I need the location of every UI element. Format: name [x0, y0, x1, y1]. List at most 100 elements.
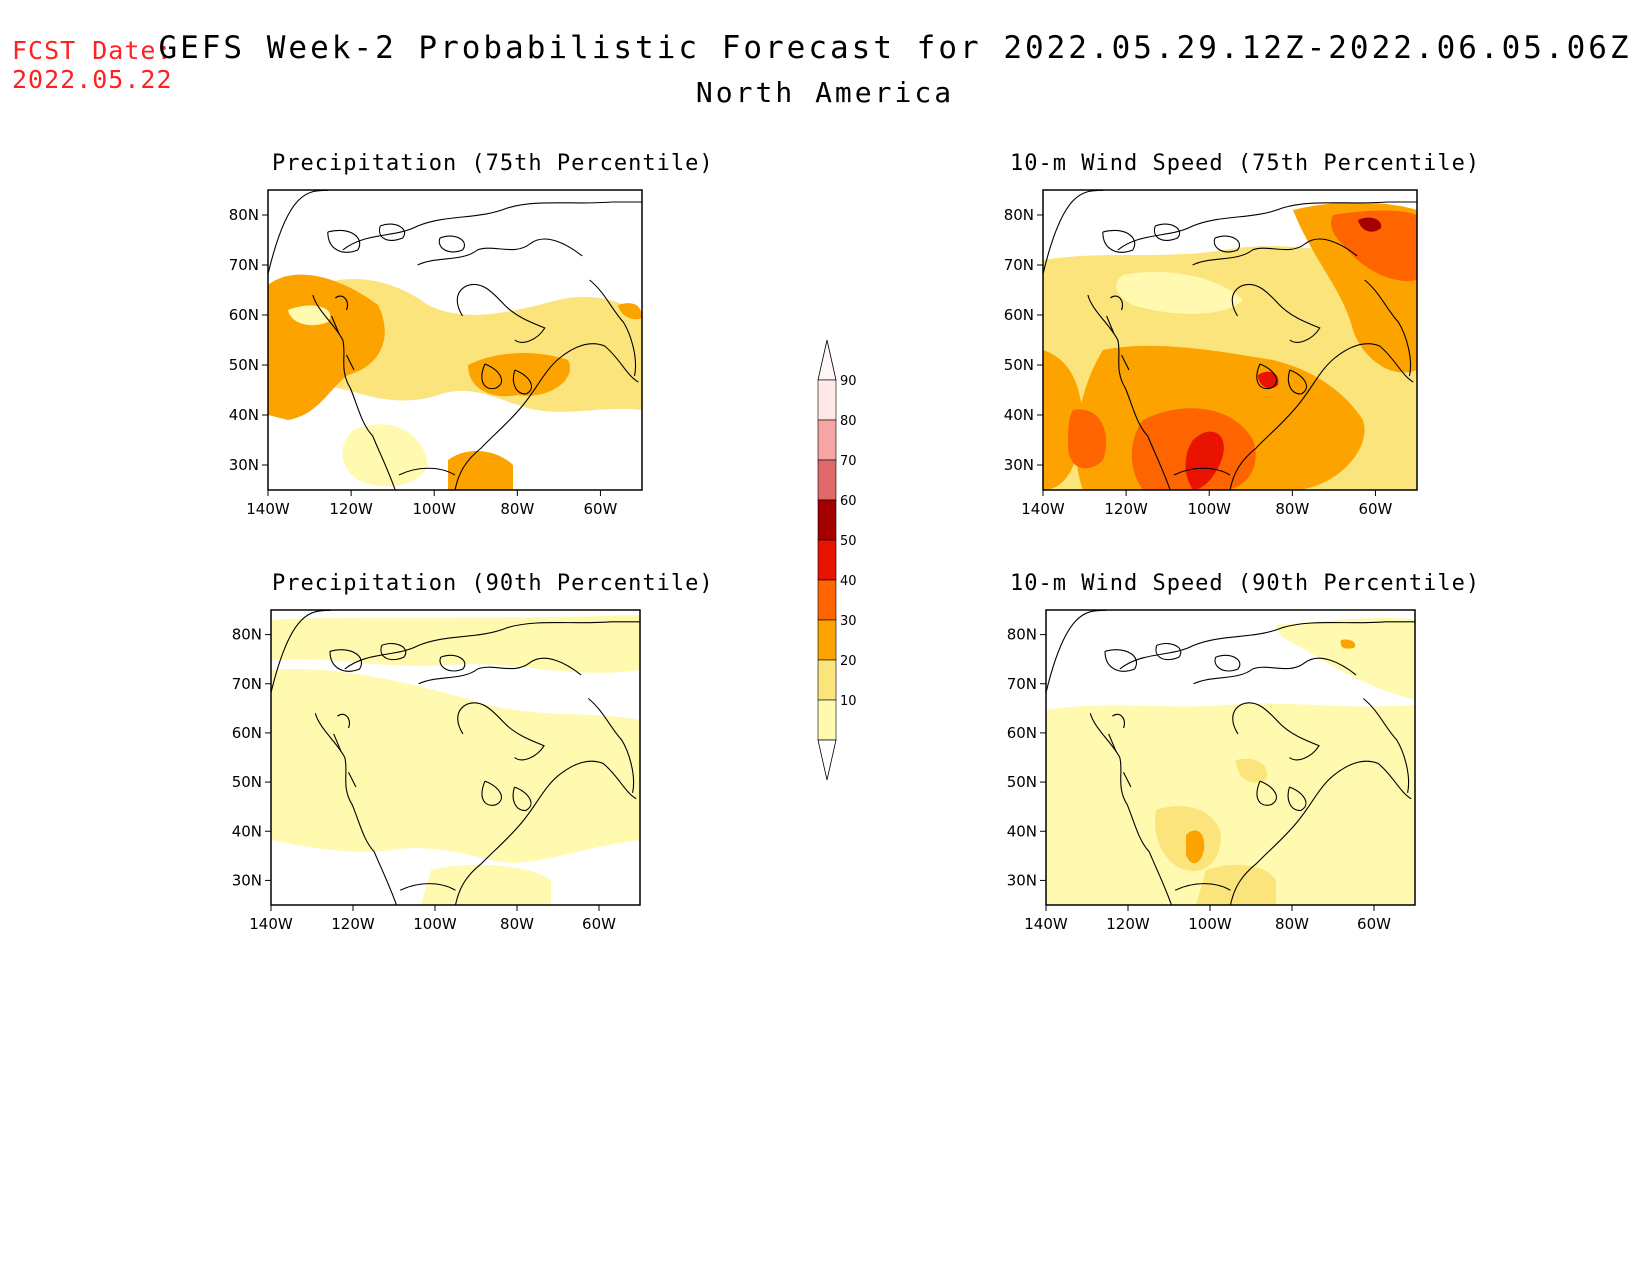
- coastline: [380, 642, 407, 661]
- coastline: [1229, 343, 1414, 491]
- lat-tick-label: 30N: [232, 871, 262, 889]
- coastline: [1104, 649, 1137, 672]
- coastline: [337, 713, 350, 729]
- colorbar-label: 90: [840, 374, 857, 389]
- colorbar-swatch: [817, 379, 837, 421]
- lon-tick-label: 80W: [500, 915, 534, 933]
- coastline: [1089, 713, 1173, 906]
- panel-title-wind90: 10-m Wind Speed (90th Percentile): [1010, 571, 1481, 596]
- coastline: [399, 883, 456, 891]
- probability-shading: [342, 424, 428, 487]
- lat-tick-label: 80N: [229, 206, 259, 224]
- coastline: [1102, 230, 1136, 253]
- coastline: [1109, 295, 1123, 311]
- coastline: [342, 201, 642, 251]
- lat-tick-label: 60N: [232, 724, 262, 742]
- probability-shading: [1236, 758, 1267, 783]
- coastline: [512, 369, 532, 395]
- coastline: [456, 284, 546, 343]
- coastline: [1231, 284, 1321, 343]
- probability-shading: [1340, 639, 1356, 649]
- coastline: [481, 363, 503, 390]
- probability-shading: [1276, 617, 1415, 700]
- forecast-date-value: 2022.05.22: [12, 65, 173, 94]
- lat-tick-label: 60N: [1007, 724, 1037, 742]
- map-layer-wind75: 80N 70N 60N 50N 40N 30N 140W 120W 100W 80W 60W: [1004, 189, 1418, 518]
- colorbar-label: 60: [840, 494, 857, 509]
- colorbar-label: 80: [840, 414, 857, 429]
- colorbar-swatch: [817, 499, 837, 541]
- lon-tick-label: 100W: [1188, 915, 1232, 933]
- coastlines: [1042, 189, 1417, 491]
- coastline: [454, 343, 639, 491]
- coastline: [1117, 201, 1417, 251]
- forecast-date-block: FCST Date: 2022.05.22: [12, 36, 173, 94]
- coastline: [1106, 315, 1130, 371]
- coastline: [438, 235, 465, 253]
- coastline: [1087, 294, 1171, 491]
- lat-tick-label: 70N: [1004, 256, 1034, 274]
- lon-tick-label: 60W: [1357, 915, 1391, 933]
- coastline: [378, 223, 405, 241]
- lon-tick-label: 100W: [412, 500, 456, 518]
- coastline: [1214, 654, 1241, 672]
- forecast-date-label: FCST Date:: [12, 36, 173, 65]
- lat-tick-label: 40N: [232, 822, 262, 840]
- page-title: GEFS Week-2 Probabilistic Forecast for 2…: [158, 30, 1632, 66]
- coastline: [1232, 702, 1320, 761]
- coastline: [457, 702, 545, 761]
- lat-tick-label: 30N: [1004, 456, 1034, 474]
- lon-tick-label: 100W: [1187, 500, 1231, 518]
- probability-shading: [1116, 271, 1243, 314]
- lon-tick-label: 60W: [582, 915, 616, 933]
- map-wind75: 80N 70N 60N 50N 40N 30N 140W 120W 100W 80W 60W: [1004, 189, 1418, 518]
- map-frame: [1042, 189, 1418, 491]
- coastline: [1229, 760, 1412, 906]
- colorbar-swatch: [817, 539, 837, 581]
- coastline: [1108, 733, 1132, 788]
- coastline: [418, 657, 582, 685]
- coastlines: [270, 609, 640, 906]
- colorbar-bottom-arrow: [817, 739, 837, 781]
- panel-title-precip90: Precipitation (90th Percentile): [272, 571, 714, 596]
- coastline: [481, 780, 502, 806]
- colorbar-swatch: [817, 579, 837, 621]
- coastline: [1192, 238, 1358, 266]
- map-wind90: 80N 70N 60N 50N 40N 30N 140W 120W 100W 80W 60W: [1007, 609, 1416, 933]
- coastline: [314, 713, 398, 906]
- coastline: [398, 467, 456, 476]
- map-frame: [1045, 609, 1416, 906]
- lat-tick-label: 70N: [229, 256, 259, 274]
- probability-shading: [618, 303, 642, 320]
- coastline: [1174, 883, 1231, 891]
- map-frame: [267, 189, 643, 491]
- coastline: [331, 315, 355, 371]
- lat-tick-label: 70N: [232, 675, 262, 693]
- lat-tick-label: 70N: [1007, 675, 1037, 693]
- coastline: [439, 654, 466, 672]
- lon-tick-label: 80W: [1275, 915, 1309, 933]
- colorbar-label: 70: [840, 454, 857, 469]
- map-precip75: 80N 70N 60N 50N 40N 30N 140W 120W 100W 80W 60W: [229, 189, 643, 518]
- map-layer-precip75: 80N 70N 60N 50N 40N 30N 140W 120W 100W 80W 60W: [229, 189, 643, 518]
- coastline: [1364, 279, 1411, 377]
- probability-shading: [288, 305, 331, 326]
- lat-tick-label: 80N: [1007, 626, 1037, 644]
- lat-tick-label: 40N: [229, 406, 259, 424]
- probability-shading: [1185, 431, 1224, 490]
- probability-shading: [271, 669, 640, 863]
- colorbar-label: 50: [840, 534, 857, 549]
- lon-tick-label: 120W: [1106, 915, 1150, 933]
- lon-tick-label: 120W: [331, 915, 375, 933]
- probability-shading: [324, 717, 431, 757]
- probability-shading: [448, 450, 513, 490]
- probability-shading: [1186, 830, 1205, 864]
- coastline: [334, 295, 348, 311]
- coastline: [344, 621, 640, 670]
- coastline: [1173, 467, 1231, 476]
- lon-tick-label: 100W: [413, 915, 457, 933]
- coastline: [1112, 713, 1125, 729]
- probability-shading: [1068, 409, 1107, 469]
- coastline: [589, 279, 636, 377]
- lat-tick-label: 80N: [232, 626, 262, 644]
